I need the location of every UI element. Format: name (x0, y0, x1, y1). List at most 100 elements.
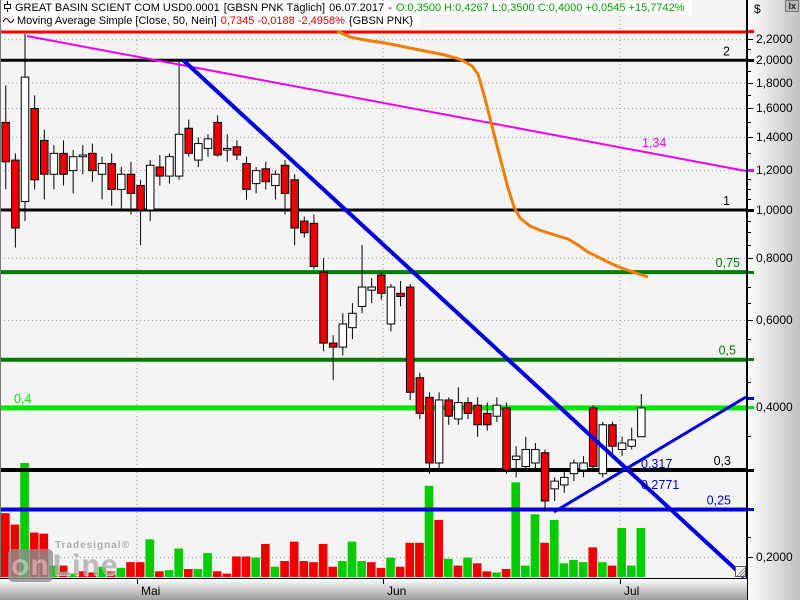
candle-body (300, 220, 309, 234)
moving-average-50[interactable] (336, 29, 649, 279)
minor-tick (748, 199, 751, 200)
volume-bar (299, 561, 309, 577)
volume-bar (49, 565, 58, 577)
candle-body (251, 170, 261, 185)
candle-body (11, 159, 20, 229)
volume-bar (376, 567, 386, 577)
volume-bar (241, 556, 251, 577)
price-tick-label: 0,4000 (756, 400, 793, 414)
axis-level-marker (748, 30, 754, 33)
trendlines[interactable]: 1,34 0,2771 0,317 (26, 35, 747, 578)
minor-tick (748, 245, 751, 246)
candle-body (396, 292, 405, 298)
level-0-4-label: 0,4 (14, 392, 31, 406)
volume-bar (463, 557, 472, 577)
candle-body (49, 152, 59, 175)
candle-body (155, 166, 165, 177)
candle-body (521, 448, 531, 467)
minor-tick (748, 122, 751, 123)
indicator-wave-icon (3, 18, 14, 23)
price-tick-label: 1,0000 (756, 203, 793, 217)
blue-downtrend-label: 0,2771 (641, 478, 679, 492)
candle-body (107, 163, 116, 190)
candle-body (328, 342, 338, 348)
candle-body (222, 147, 232, 151)
volume-bar (155, 571, 164, 577)
volume-bar (415, 542, 424, 577)
minor-tick (748, 49, 751, 50)
major-tick (748, 258, 753, 259)
minor-tick (748, 95, 751, 96)
candle-body (165, 156, 174, 177)
magenta-downtrend[interactable] (26, 35, 747, 172)
volume-bar (453, 565, 463, 577)
volume-bar (328, 566, 338, 577)
candle-body (194, 143, 203, 161)
minor-tick (748, 287, 751, 288)
instrument-title: GREAT BASIN SCIENT COM USD0.0001 (15, 2, 220, 14)
volume-bar (212, 571, 222, 577)
magenta-downtrend-label: 1,34 (642, 136, 666, 150)
minor-tick (748, 71, 751, 72)
candle-body (40, 139, 49, 175)
volume-bar (636, 527, 646, 577)
volume-bar (78, 571, 87, 577)
candle-body (540, 452, 550, 502)
candle-body (377, 274, 386, 294)
candle-body (117, 173, 126, 190)
blue-downtrend[interactable] (181, 58, 746, 578)
candle-body (319, 271, 328, 344)
volume-bar (106, 571, 116, 577)
volume-bar (135, 562, 145, 577)
volume-bar (386, 557, 395, 577)
candle-body (1, 121, 10, 163)
price-tick-label: 0,2000 (756, 550, 793, 564)
axis-corner-icon[interactable]: lx (785, 0, 799, 12)
volume-bar (626, 565, 636, 577)
level-lines[interactable]: 2 1 0,75 0,5 0,4 0,3 0,25 (0, 30, 746, 512)
volume-bar (521, 565, 530, 577)
resize-handle[interactable] (735, 566, 746, 577)
candle-body (338, 323, 348, 348)
price-chart-canvas[interactable]: 2 1 0,75 0,5 0,4 0,3 0,25 1,34 0,2771 0,317 (0, 0, 747, 578)
candle-body (88, 152, 97, 172)
volume-bar (492, 572, 501, 577)
major-tick (748, 137, 753, 138)
candle-body (59, 152, 68, 175)
axis-level-marker (748, 358, 754, 361)
month-label: Mai (141, 584, 161, 598)
candle-body (203, 138, 213, 149)
candle-body (463, 402, 473, 414)
price-axis[interactable]: $ lx 2,2000 2,0000 1,8000 1,6000 1,4000 1,200… (747, 0, 800, 600)
volume-bar (511, 482, 521, 577)
time-axis[interactable]: Mai Jun Jul (0, 578, 747, 600)
volume-bar (318, 543, 328, 577)
volume-bar (20, 463, 29, 577)
candle-body (348, 312, 357, 329)
candle-body (483, 412, 492, 426)
candle-body (184, 127, 193, 154)
candle-body (20, 76, 30, 203)
volume-bar (309, 562, 318, 577)
indicator-scope: {GBSN PNK} (348, 15, 414, 27)
blue-uptrend[interactable] (553, 395, 747, 514)
resize-handle-line (736, 567, 746, 577)
minor-tick (748, 382, 751, 383)
volume-bar (559, 563, 569, 577)
axis-level-marker (748, 169, 754, 172)
price-tick-label: 1,2000 (756, 163, 793, 177)
volume-bar (598, 562, 607, 577)
axis-level-marker (748, 271, 754, 274)
candle-body (502, 407, 511, 471)
candle-body (386, 286, 396, 325)
candle-body (550, 480, 559, 490)
candle-body (444, 399, 453, 417)
volume-bar (87, 572, 97, 577)
volume-bar (366, 562, 376, 577)
volume-bar (174, 548, 183, 577)
volume-bar (443, 558, 453, 577)
candle-body (145, 164, 155, 211)
price-tick-label: 0,6000 (756, 313, 793, 327)
candle-body (579, 462, 588, 471)
candlestick-series[interactable] (1, 33, 646, 512)
